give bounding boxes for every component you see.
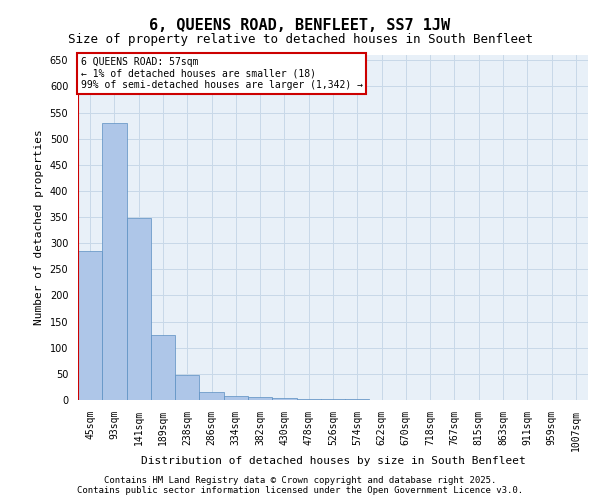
Bar xyxy=(151,334,175,400)
Bar xyxy=(224,396,248,400)
Bar xyxy=(248,398,272,400)
Bar xyxy=(127,218,151,400)
Y-axis label: Number of detached properties: Number of detached properties xyxy=(34,130,44,326)
Text: 6, QUEENS ROAD, BENFLEET, SS7 1JW: 6, QUEENS ROAD, BENFLEET, SS7 1JW xyxy=(149,18,451,32)
Bar xyxy=(78,251,102,400)
Text: Size of property relative to detached houses in South Benfleet: Size of property relative to detached ho… xyxy=(67,32,533,46)
X-axis label: Distribution of detached houses by size in South Benfleet: Distribution of detached houses by size … xyxy=(140,456,526,466)
Bar xyxy=(175,375,199,400)
Bar xyxy=(272,398,296,400)
Bar xyxy=(199,392,224,400)
Text: Contains HM Land Registry data © Crown copyright and database right 2025.
Contai: Contains HM Land Registry data © Crown c… xyxy=(77,476,523,495)
Bar xyxy=(296,399,321,400)
Bar xyxy=(102,123,127,400)
Text: 6 QUEENS ROAD: 57sqm
← 1% of detached houses are smaller (18)
99% of semi-detach: 6 QUEENS ROAD: 57sqm ← 1% of detached ho… xyxy=(80,56,362,90)
